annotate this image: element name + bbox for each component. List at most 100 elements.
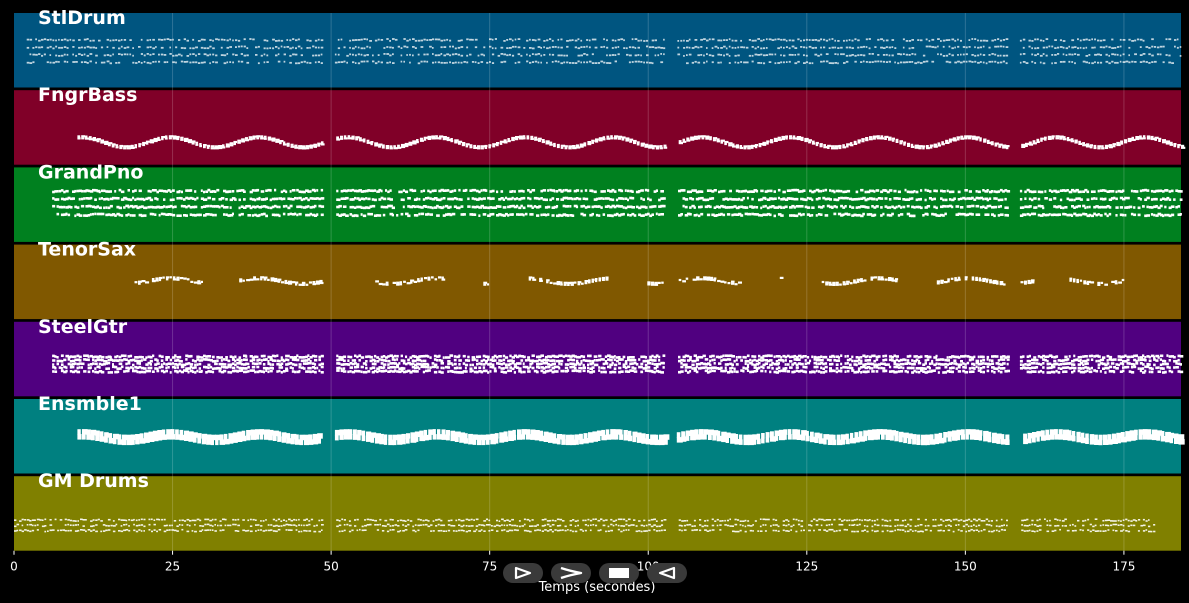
note (511, 196, 514, 200)
note (952, 137, 956, 140)
note (946, 359, 950, 362)
note (210, 145, 215, 148)
note (427, 189, 430, 193)
note (445, 204, 449, 208)
note (915, 367, 919, 370)
note (549, 198, 552, 202)
note (911, 366, 915, 370)
note (1127, 137, 1132, 141)
note (803, 39, 805, 42)
note (832, 281, 836, 284)
note (1158, 137, 1162, 140)
note (809, 370, 813, 374)
note (469, 144, 473, 147)
note (369, 46, 371, 49)
note (267, 136, 272, 139)
note (83, 61, 87, 63)
note (514, 45, 517, 48)
note (964, 370, 968, 374)
note (1115, 206, 1119, 209)
note (146, 46, 149, 49)
note (897, 214, 901, 217)
note (700, 356, 704, 359)
note (478, 370, 482, 373)
note (168, 137, 172, 140)
note (800, 136, 804, 139)
note (502, 354, 506, 358)
note (589, 371, 593, 374)
note (458, 142, 461, 145)
note (862, 60, 865, 63)
note (318, 369, 321, 373)
note (351, 205, 355, 209)
note (249, 190, 253, 194)
note (754, 53, 758, 56)
note (160, 359, 164, 362)
note (107, 144, 111, 147)
note (418, 363, 422, 366)
note (531, 53, 534, 55)
note (600, 197, 603, 200)
note (835, 283, 839, 286)
note (569, 365, 573, 369)
note (416, 370, 419, 373)
note (873, 213, 877, 217)
note (825, 281, 829, 284)
note (1086, 190, 1090, 194)
note (1179, 46, 1182, 48)
note (498, 213, 502, 216)
note (988, 54, 991, 56)
note (855, 197, 859, 201)
note (957, 365, 961, 369)
note (986, 141, 992, 144)
note (587, 143, 592, 146)
note (758, 143, 764, 146)
note (49, 54, 52, 56)
note (98, 355, 102, 358)
note (338, 355, 341, 359)
note (248, 136, 253, 139)
note (999, 205, 1002, 208)
note (365, 370, 368, 374)
note (172, 135, 177, 138)
note (88, 136, 92, 139)
note (1151, 45, 1154, 48)
note (205, 371, 208, 374)
note (429, 45, 432, 48)
note (928, 362, 932, 366)
note (351, 135, 355, 138)
note (924, 359, 928, 362)
note (906, 190, 910, 194)
note (694, 60, 697, 63)
note (1004, 197, 1007, 201)
note (362, 190, 367, 193)
note (720, 359, 723, 362)
note (193, 281, 198, 284)
note (426, 39, 429, 41)
note (556, 283, 560, 286)
note (957, 276, 961, 279)
note (946, 363, 950, 366)
note (123, 196, 127, 200)
note (1059, 206, 1063, 209)
note (258, 369, 262, 373)
note (234, 359, 237, 363)
note (197, 280, 201, 283)
note (132, 214, 136, 217)
note (658, 198, 661, 202)
note (1159, 189, 1163, 193)
note (398, 190, 401, 194)
note (648, 144, 653, 147)
note (866, 190, 871, 194)
note (256, 355, 259, 359)
note (556, 145, 560, 149)
note (904, 370, 908, 373)
note (136, 362, 139, 365)
note (367, 189, 370, 192)
note (868, 47, 871, 50)
note (853, 142, 858, 145)
note (900, 53, 903, 56)
note (784, 359, 787, 362)
note (663, 144, 667, 147)
note (417, 39, 421, 42)
